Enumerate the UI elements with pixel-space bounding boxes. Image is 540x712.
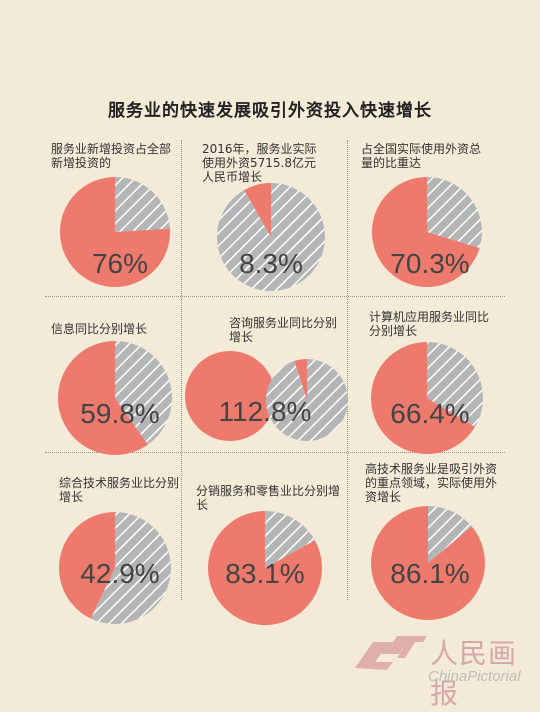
panel-label: 计算机应用服务业同比分别增长 [369,310,490,338]
pie-panel-8: 分销服务和零售业比分别增长 83.1% [190,470,340,625]
panel-value: 8.3% [239,248,303,279]
page-title: 服务业的快速发展吸引外资投入快速增长 [108,101,432,121]
panel-label: 综合技术服务业比分别增长 [59,476,180,504]
panel-value: 70.3% [390,248,470,279]
pie-slice-grey-7 [265,511,315,568]
grid-divider-horizontal-1 [45,296,505,297]
pie-panel-4: 信息同比分别增长 59.8% [45,300,195,455]
pie-panel-1: 服务业新增投资占全部新增投资的 76% [45,140,195,295]
panel-value: 83.1% [225,558,305,589]
pie-panel-9: 高技术服务业是吸引外资的重点领域，实际使用外资增长 86.1% [355,460,505,620]
panel-label: 占全国实际使用外资总量的比重达 [361,142,482,170]
pie-slice-red-7 [208,511,322,625]
china-pictorial-logo-icon [355,636,427,670]
pie-chart [372,177,482,287]
panel-label: 高技术服务业是吸引外资的重点领域，实际使用外资增长 [365,462,498,504]
panel-value: 66.4% [390,398,470,429]
panel-label: 咨询服务业同比分别增长 [229,316,338,344]
pie-chart [208,511,322,625]
pie-slice-red-3 [58,341,148,455]
pie-panel-7: 综合技术服务业比分别增长 42.9% [45,470,195,625]
panel-label: 服务业新增投资占全部新增投资的 [51,142,172,170]
grid-divider-vertical-1 [181,140,182,600]
grid-divider-horizontal-2 [45,452,505,453]
pie-slice-red-1 [244,183,271,237]
pie-chart [58,341,173,455]
pie-slice-red-6 [58,512,115,619]
panel-value: 112.8% [218,396,312,427]
pie-panel-2: 2016年，服务业实际使用外资5715.8亿元人民币增长 8.3% [196,140,346,295]
panel-value: 42.9% [80,558,160,589]
pie-slice-red-2 [372,177,480,287]
pie-slice-grey-5 [427,342,483,427]
pie-slice-grey-3 [115,341,173,445]
pie-chart [371,506,485,620]
panel-value: 59.8% [80,398,160,429]
grid-divider-vertical-2 [347,140,348,600]
panel-label: 信息同比分别增长 [51,322,148,336]
pie-chart [59,177,170,287]
pie-slice-red-4 [294,359,307,400]
pie-slice-red-5 [371,342,476,454]
panel-value: 86.1% [390,558,470,589]
pie-panel-5: 咨询服务业同比分别增长 112.8% [183,300,348,455]
pie-panel-6: 计算机应用服务业同比分别增长 66.4% [355,300,505,455]
pie-full-red-4 [185,351,275,441]
pie-panel-3: 占全国实际使用外资总量的比重达 70.3% [355,140,505,295]
pie-slice-grey-2 [427,177,482,249]
pie-chart [185,351,348,441]
panel-label: 分销服务和零售业比分别增长 [196,484,341,512]
pie-slice-grey-1 [217,183,325,291]
panel-label: 2016年，服务业实际使用外资5715.8亿元人民币增长 [202,142,317,184]
pie-slice-grey-0 [115,177,170,232]
panel-value: 76% [91,248,149,279]
pie-chart [58,512,171,624]
logo-text-en: ChinaPictorial [428,668,521,685]
pie-chart [371,342,483,454]
pie-chart [217,183,325,291]
pie-slice-grey-6 [90,512,171,624]
pie-slice-grey-4 [266,359,348,441]
pie-slice-grey-8 [428,506,472,563]
